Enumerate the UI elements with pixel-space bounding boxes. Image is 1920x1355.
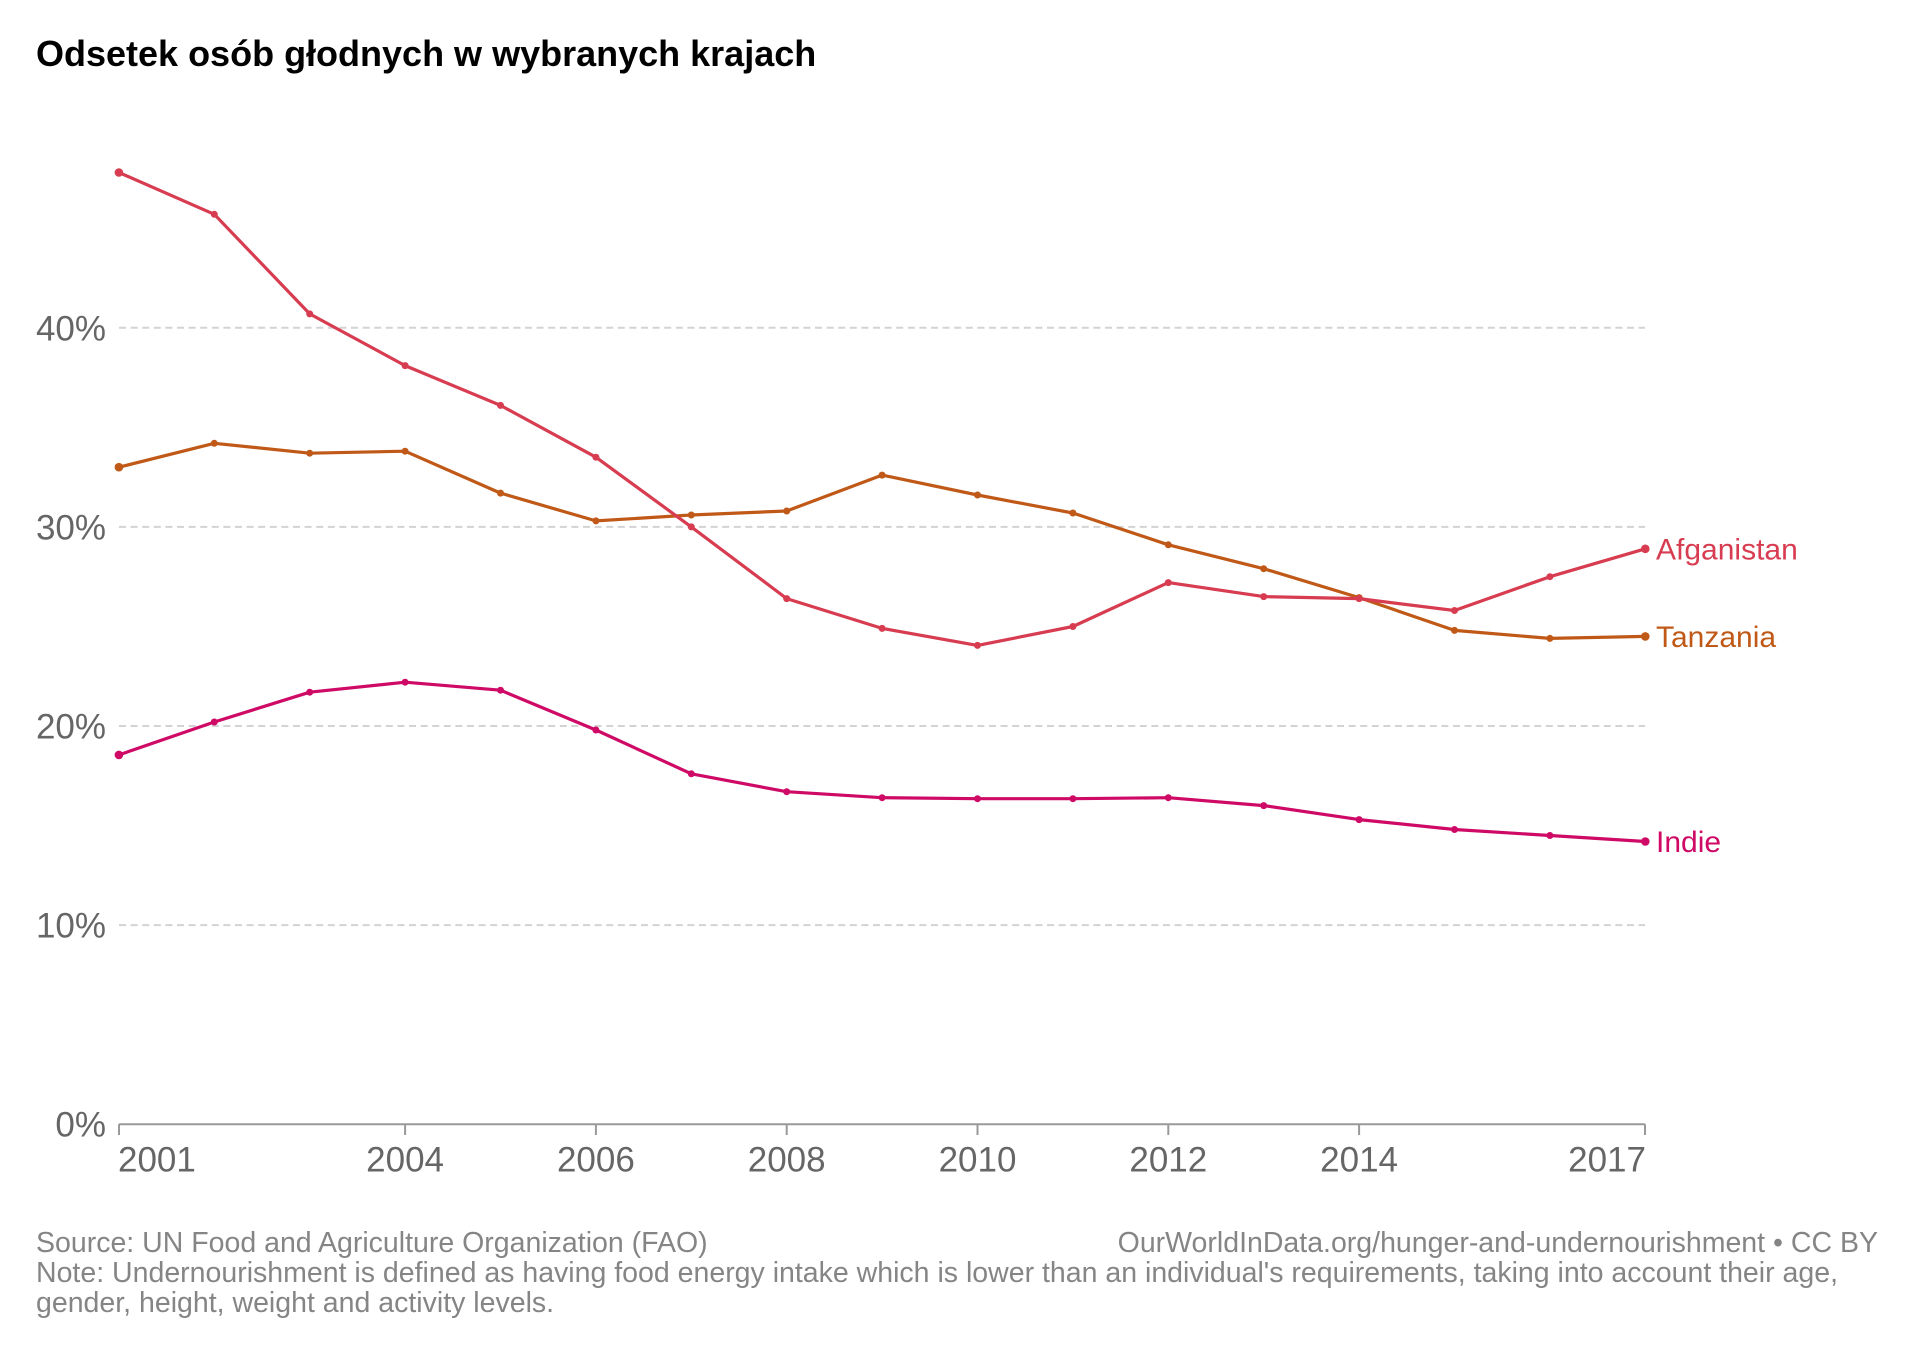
svg-text:10%: 10% [36,907,106,946]
svg-text:40%: 40% [36,309,106,348]
svg-text:2006: 2006 [557,1141,635,1180]
svg-text:Indie: Indie [1656,826,1721,859]
svg-text:Tanzania: Tanzania [1656,621,1776,654]
svg-text:2014: 2014 [1320,1141,1398,1180]
svg-text:2017: 2017 [1568,1141,1646,1180]
svg-text:gender, height, weight and act: gender, height, weight and activity leve… [36,1287,554,1319]
svg-text:Source: UN Food and Agricultur: Source: UN Food and Agriculture Organiza… [36,1227,708,1259]
svg-text:30%: 30% [36,508,106,547]
svg-text:2010: 2010 [939,1141,1017,1180]
svg-text:Afganistan: Afganistan [1656,534,1798,567]
svg-text:2001: 2001 [118,1141,196,1180]
svg-text:OurWorldInData.org/hunger-and-: OurWorldInData.org/hunger-and-undernouri… [1118,1227,1878,1259]
svg-text:20%: 20% [36,708,106,747]
svg-text:2012: 2012 [1129,1141,1207,1180]
svg-text:Note: Undernourishment is defi: Note: Undernourishment is defined as hav… [36,1257,1838,1289]
svg-text:2004: 2004 [366,1141,444,1180]
svg-text:Odsetek osób głodnych w wybran: Odsetek osób głodnych w wybranych krajac… [36,33,816,74]
svg-text:0%: 0% [55,1106,106,1145]
svg-text:2008: 2008 [748,1141,826,1180]
